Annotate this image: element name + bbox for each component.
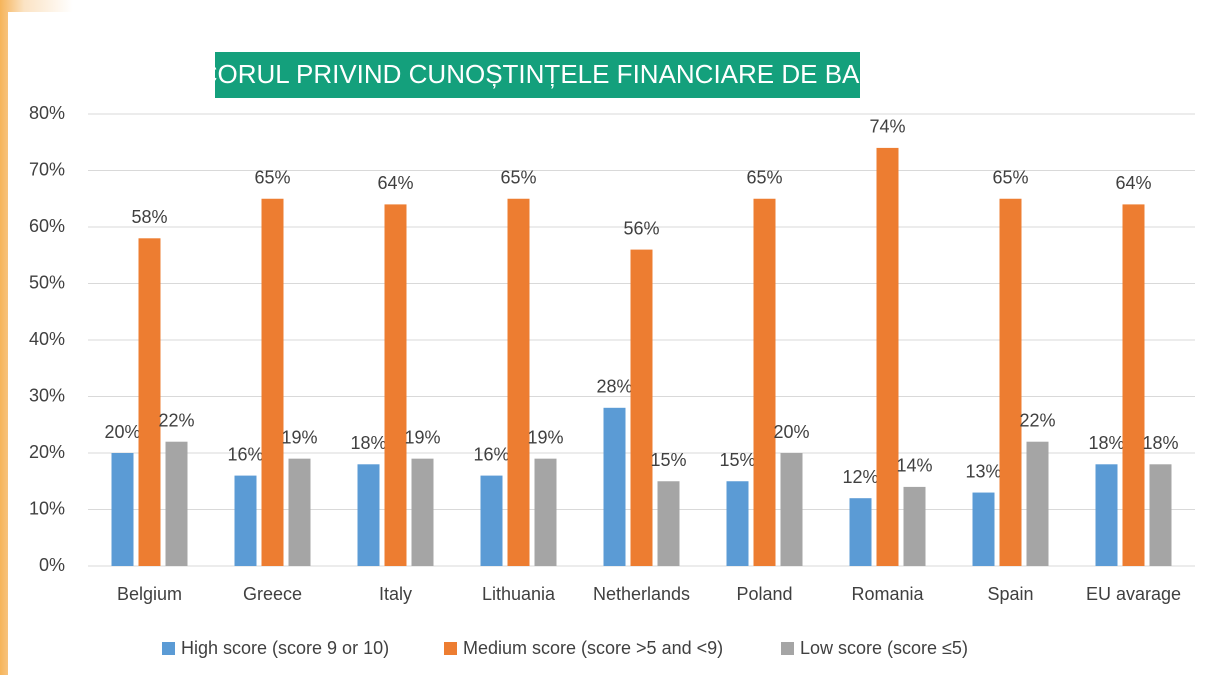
data-label: 16%	[227, 444, 263, 464]
data-label: 15%	[650, 450, 686, 470]
x-tick-label: Netherlands	[593, 584, 690, 604]
bar	[534, 458, 557, 566]
data-label: 22%	[1019, 410, 1055, 430]
bar	[111, 453, 134, 566]
title-box	[215, 52, 860, 98]
data-label: 65%	[254, 168, 290, 188]
bar	[357, 464, 380, 566]
data-label: 65%	[992, 168, 1028, 188]
y-tick-label: 0%	[39, 555, 65, 575]
y-tick-label: 20%	[29, 442, 65, 462]
data-label: 13%	[965, 461, 1001, 481]
bar	[780, 453, 803, 566]
data-label: 18%	[1142, 433, 1178, 453]
bar	[1026, 441, 1049, 566]
x-tick-label: Greece	[243, 584, 302, 604]
bar	[972, 492, 995, 566]
data-label: 58%	[131, 207, 167, 227]
data-label: 64%	[1115, 173, 1151, 193]
bar	[657, 481, 680, 566]
bar	[876, 147, 899, 566]
bar	[507, 198, 530, 566]
legend-label: Low score (score ≤5)	[800, 638, 968, 658]
data-label: 12%	[842, 467, 878, 487]
bar	[753, 198, 776, 566]
x-tick-label: Italy	[379, 584, 412, 604]
x-tick-label: Poland	[736, 584, 792, 604]
legend-label: High score (score 9 or 10)	[181, 638, 389, 658]
chart-panel	[8, 12, 1213, 675]
bar	[234, 475, 257, 566]
data-label: 20%	[773, 422, 809, 442]
x-tick-label: Lithuania	[482, 584, 556, 604]
bar	[288, 458, 311, 566]
y-tick-label: 40%	[29, 329, 65, 349]
data-label: 65%	[746, 168, 782, 188]
bar	[903, 486, 926, 566]
y-tick-label: 10%	[29, 498, 65, 518]
bar	[138, 238, 161, 567]
bar	[1149, 464, 1172, 566]
bar	[384, 204, 407, 566]
data-label: 18%	[1088, 433, 1124, 453]
bar	[261, 198, 284, 566]
bar	[411, 458, 434, 566]
bar	[1122, 204, 1145, 566]
data-label: 16%	[473, 444, 509, 464]
data-label: 18%	[350, 433, 386, 453]
data-label: 65%	[500, 168, 536, 188]
legend-swatch	[444, 642, 457, 655]
data-label: 74%	[869, 117, 905, 137]
bar	[726, 481, 749, 566]
bar	[480, 475, 503, 566]
data-label: 64%	[377, 173, 413, 193]
legend-swatch	[781, 642, 794, 655]
data-label: 15%	[719, 450, 755, 470]
y-tick-label: 80%	[29, 103, 65, 123]
bar	[1095, 464, 1118, 566]
data-label: 19%	[527, 427, 563, 447]
bar	[165, 441, 188, 566]
data-label: 19%	[404, 427, 440, 447]
data-label: 56%	[623, 218, 659, 238]
legend-swatch	[162, 642, 175, 655]
bar	[849, 498, 872, 566]
chart-title: SCORUL PRIVIND CUNOȘTINȚELE FINANCIARE D…	[181, 59, 893, 89]
bar	[630, 249, 653, 566]
y-tick-label: 30%	[29, 385, 65, 405]
y-tick-label: 50%	[29, 272, 65, 292]
x-tick-label: Belgium	[117, 584, 182, 604]
y-tick-label: 70%	[29, 159, 65, 179]
data-label: 28%	[596, 377, 632, 397]
y-tick-label: 60%	[29, 216, 65, 236]
x-tick-label: Romania	[851, 584, 924, 604]
data-label: 22%	[158, 410, 194, 430]
data-label: 20%	[104, 422, 140, 442]
bar	[999, 198, 1022, 566]
x-tick-label: Spain	[987, 584, 1033, 604]
x-tick-label: EU avarage	[1086, 584, 1181, 604]
data-label: 19%	[281, 427, 317, 447]
bar	[603, 407, 626, 566]
legend-label: Medium score (score >5 and <9)	[463, 638, 723, 658]
data-label: 14%	[896, 456, 932, 476]
